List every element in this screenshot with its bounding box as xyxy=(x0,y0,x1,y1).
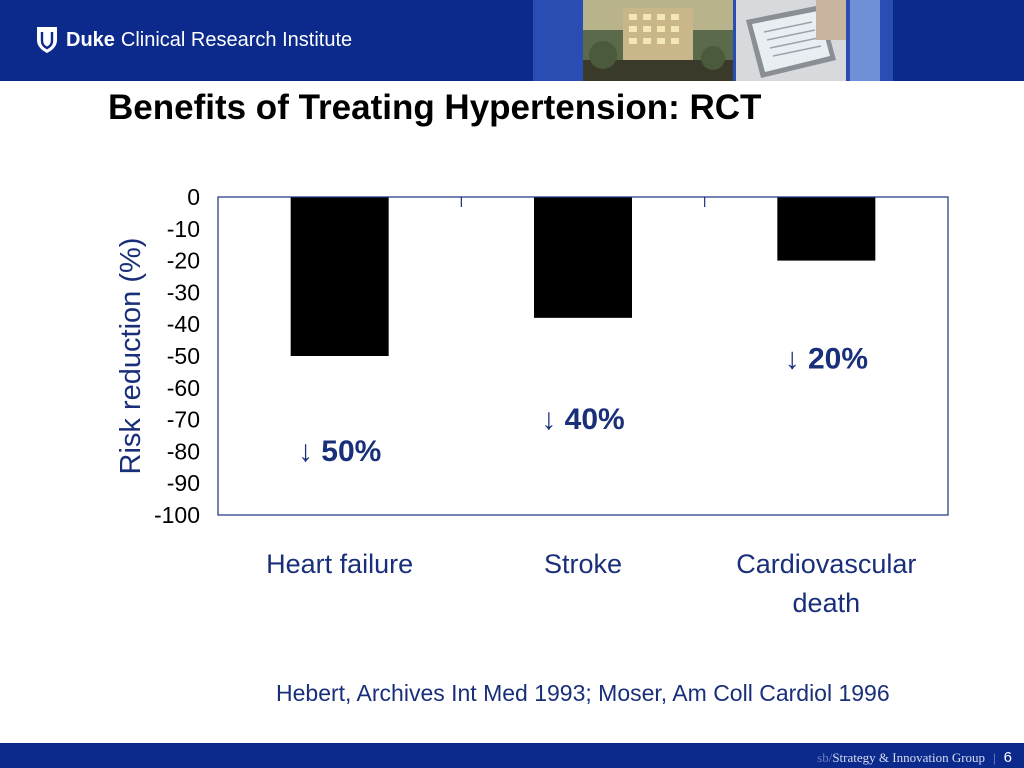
bars xyxy=(290,197,876,356)
y-tick-label: -50 xyxy=(167,343,200,369)
y-tick-label: -30 xyxy=(167,279,200,305)
y-tick-label: -20 xyxy=(167,248,200,274)
x-category-label: death xyxy=(793,588,861,618)
bar-annotation: ↓ 50% xyxy=(298,435,381,468)
bar xyxy=(534,197,632,318)
page-number: 6 xyxy=(1003,749,1012,766)
slide-title: Benefits of Treating Hypertension: RCT xyxy=(108,88,762,127)
risk-reduction-bar-chart: 0-10-20-30-40-50-60-70-80-90-100 ↓ 50%↓ … xyxy=(115,184,949,618)
footer-bar: sb/ Strategy & Innovation Group | 6 xyxy=(0,743,1024,768)
x-category-label: Heart failure xyxy=(266,549,413,579)
y-tick-label: -100 xyxy=(154,502,200,528)
bar-annotation: ↓ 40% xyxy=(541,403,624,436)
footer-group-name: Strategy & Innovation Group xyxy=(832,749,986,765)
x-axis-ticks xyxy=(460,197,706,207)
y-tick-label: -10 xyxy=(167,216,200,242)
bar xyxy=(290,197,389,356)
bar-annotation: ↓ 20% xyxy=(785,343,868,376)
tablet-photo xyxy=(736,0,846,81)
duke-shield-icon xyxy=(37,27,57,53)
header-photo-edge xyxy=(850,0,880,81)
x-category-label: Stroke xyxy=(544,549,622,579)
duke-logo: Duke Clinical Research Institute xyxy=(36,26,352,54)
footer-prefix: sb/ xyxy=(817,749,833,765)
y-axis-ticks: 0 -10 -20 -30 -40 -50 -60 -70 -80 -90 -100 xyxy=(154,184,200,528)
x-axis-categories: Heart failure Stroke Cardiovascular death xyxy=(266,549,916,618)
y-tick-label: -40 xyxy=(167,311,200,337)
footer-separator: | xyxy=(993,749,996,765)
footer-text: sb/ Strategy & Innovation Group | 6 xyxy=(817,749,1012,766)
plot-frame xyxy=(217,196,949,516)
y-tick-label: 0 xyxy=(187,184,200,210)
header-bar: Duke Clinical Research Institute xyxy=(0,0,1024,81)
bar xyxy=(777,197,876,261)
y-tick-label: -90 xyxy=(167,470,200,496)
brand-name-strong: Duke xyxy=(66,28,115,51)
y-tick-label: -60 xyxy=(167,375,200,401)
brand-name-rest: Clinical Research Institute xyxy=(120,28,353,51)
bar-annotations: ↓ 50% ↓ 40% ↓ 20% xyxy=(298,343,868,468)
x-category-label: Cardiovascular xyxy=(736,549,916,579)
y-axis-title: Risk reduction (%) xyxy=(115,238,147,475)
building-photo xyxy=(583,0,733,81)
y-tick-label: -80 xyxy=(167,438,200,464)
citation: Hebert, Archives Int Med 1993; Moser, Am… xyxy=(276,680,890,706)
y-tick-label: -70 xyxy=(167,407,200,433)
